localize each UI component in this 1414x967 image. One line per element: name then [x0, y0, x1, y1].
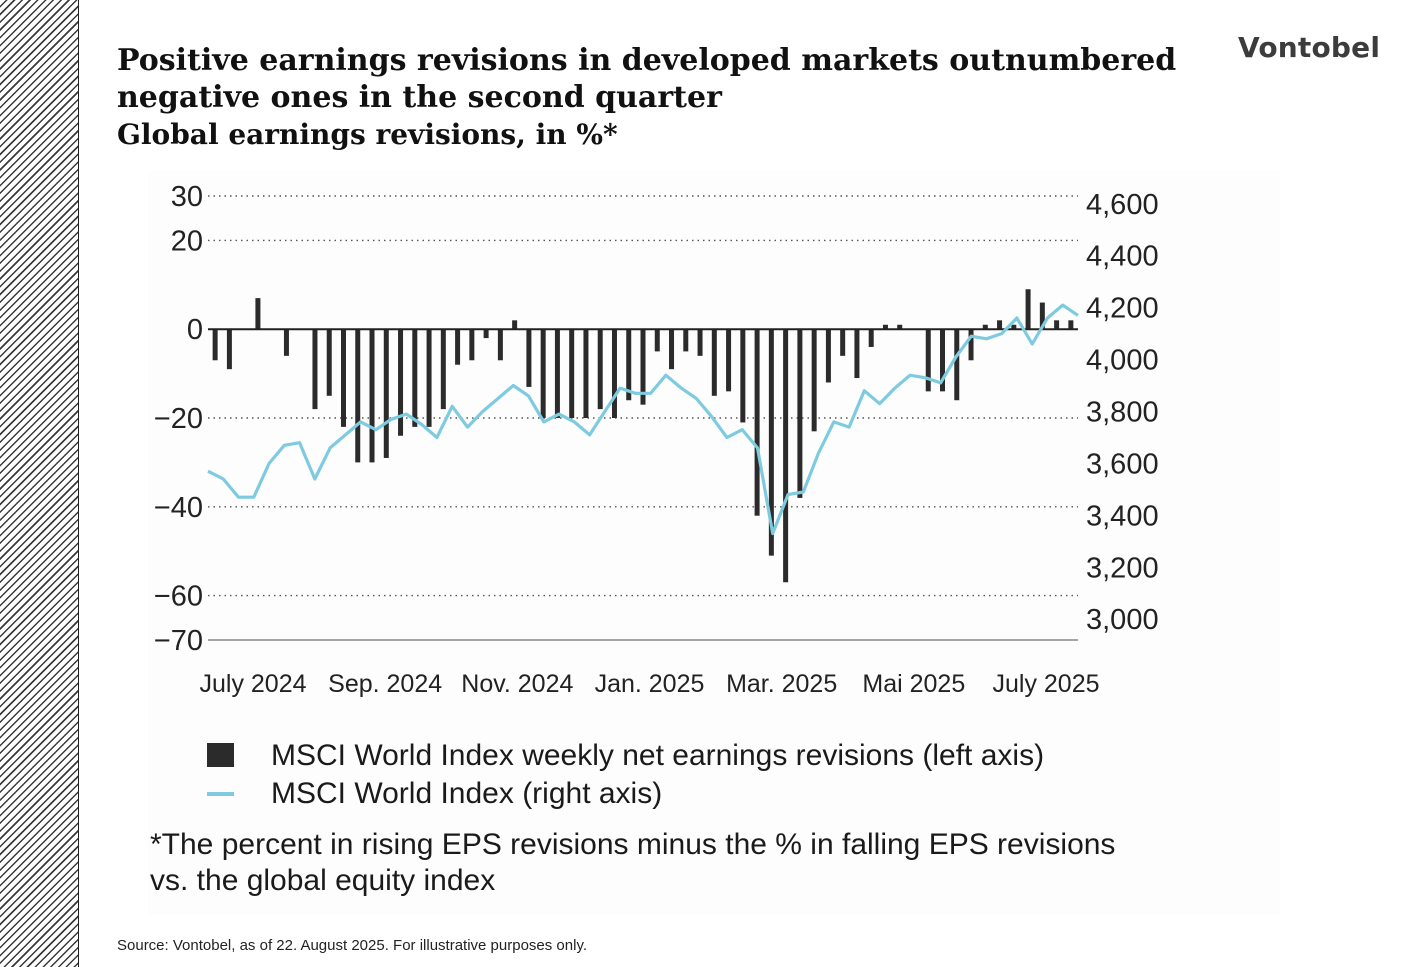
left-axis-tick-label: 30	[171, 181, 203, 213]
revision-bar	[968, 329, 974, 361]
chart-panel: 30 20 0 −20 −40 −60 −70 4,600 4,400 4,200 4,000 3,8…	[148, 170, 1280, 915]
revision-bar	[326, 329, 332, 396]
footnote-line-2: vs. the global equity index	[150, 864, 496, 897]
chart-subtitle: Global earnings revisions, in %*	[117, 118, 618, 151]
revision-bar	[1011, 324, 1017, 330]
revision-bar	[954, 329, 960, 401]
revision-bar	[711, 329, 717, 396]
revision-bar	[283, 329, 289, 356]
x-axis-tick-label: Jan. 2025	[595, 670, 705, 698]
msci-world-index-line	[207, 303, 1079, 536]
legend-label-line: MSCI World Index (right axis)	[271, 777, 663, 810]
revision-bar	[997, 320, 1003, 330]
bar-swatch-icon	[207, 743, 234, 767]
revision-bar	[1039, 302, 1045, 330]
x-axis-tick-label: Mai 2025	[862, 670, 965, 698]
right-axis-tick-label: 4,200	[1086, 293, 1159, 325]
revision-bar	[811, 329, 817, 432]
revision-bar	[469, 329, 475, 361]
left-axis-tick-label: −70	[154, 625, 203, 657]
revision-bar	[897, 324, 903, 330]
revision-bar	[797, 329, 803, 498]
revision-bar	[740, 329, 746, 423]
revision-bar	[312, 329, 318, 410]
revision-bar	[455, 329, 461, 365]
right-axis-tick-label: 3,000	[1086, 604, 1159, 636]
revision-bar	[882, 324, 888, 330]
source-note: Source: Vontobel, as of 22. August 2025.…	[117, 937, 588, 954]
left-axis-tick-label: 20	[171, 225, 203, 257]
left-axis-tick-label: −40	[154, 492, 203, 524]
footnote: *The percent in rising EPS revisions min…	[150, 827, 1115, 899]
right-axis-tick-label: 3,600	[1086, 448, 1159, 480]
line-swatch-icon	[207, 792, 234, 796]
revision-bar	[982, 324, 988, 330]
revision-bar	[497, 329, 503, 361]
revision-bar	[683, 329, 689, 352]
revision-bar	[398, 329, 404, 436]
right-axis-tick-label: 3,200	[1086, 552, 1159, 584]
revision-bar	[369, 329, 375, 463]
revision-bar	[1025, 289, 1031, 330]
right-axis-tick-label: 4,400	[1086, 241, 1159, 273]
revision-bar	[554, 329, 560, 418]
x-axis-tick-label: Nov. 2024	[461, 670, 573, 698]
revision-bar	[212, 329, 218, 361]
revision-bar	[340, 329, 346, 427]
right-axis-tick-label: 4,600	[1086, 189, 1159, 221]
revision-bar	[255, 298, 261, 330]
revision-bar	[840, 329, 846, 356]
revision-bar	[626, 329, 632, 401]
revision-bar	[526, 329, 532, 387]
revision-bar	[854, 329, 860, 379]
revision-bar	[611, 329, 617, 418]
left-axis-tick-label: 0	[187, 314, 203, 346]
earnings-revisions-chart: 30 20 0 −20 −40 −60 −70 4,600 4,400 4,200 4,000 3,8…	[154, 181, 1159, 698]
revision-bar	[654, 329, 660, 352]
revision-bar	[583, 329, 589, 418]
revision-bar	[925, 329, 931, 392]
revision-bar	[412, 329, 418, 427]
revision-bar	[355, 329, 361, 463]
left-axis-tick-label: −20	[154, 403, 203, 435]
x-axis-tick-label: Sep. 2024	[328, 670, 442, 698]
right-axis-tick-label: 3,800	[1086, 397, 1159, 429]
revision-bar	[754, 329, 760, 516]
revision-bar	[825, 329, 831, 383]
revision-bar	[1068, 320, 1074, 330]
x-axis-tick-label: July 2024	[199, 670, 306, 698]
left-axis-tick-label: −60	[154, 581, 203, 613]
right-axis-tick-label: 3,400	[1086, 500, 1159, 532]
hatched-side-band	[0, 0, 79, 967]
revision-bar	[783, 329, 789, 583]
page-title: Positive earnings revisions in developed…	[117, 43, 1177, 115]
revision-bar	[426, 329, 432, 427]
revision-bar	[512, 320, 518, 330]
revision-bar	[868, 329, 874, 347]
revision-bar	[697, 329, 703, 356]
revision-bar	[569, 329, 575, 418]
revision-bar	[483, 329, 489, 339]
revision-bar	[1054, 320, 1060, 330]
revision-bar	[669, 329, 675, 370]
revision-bar	[940, 329, 946, 392]
revision-bar	[726, 329, 732, 392]
vontobel-logo: Vontobel	[1238, 31, 1381, 64]
revision-bar	[383, 329, 389, 458]
revision-bar	[597, 329, 603, 410]
right-axis-tick-label: 4,000	[1086, 345, 1159, 377]
x-axis-tick-label: Mar. 2025	[726, 670, 837, 698]
x-axis-tick-label: July 2025	[992, 670, 1099, 698]
legend-label-bars: MSCI World Index weekly net earnings rev…	[271, 739, 1045, 772]
revision-bar	[768, 329, 774, 556]
revision-bar	[226, 329, 232, 370]
revision-bar	[640, 329, 646, 405]
revision-bar	[540, 329, 546, 418]
footnote-line-1: *The percent in rising EPS revisions min…	[150, 828, 1116, 861]
revision-bar	[440, 329, 446, 410]
